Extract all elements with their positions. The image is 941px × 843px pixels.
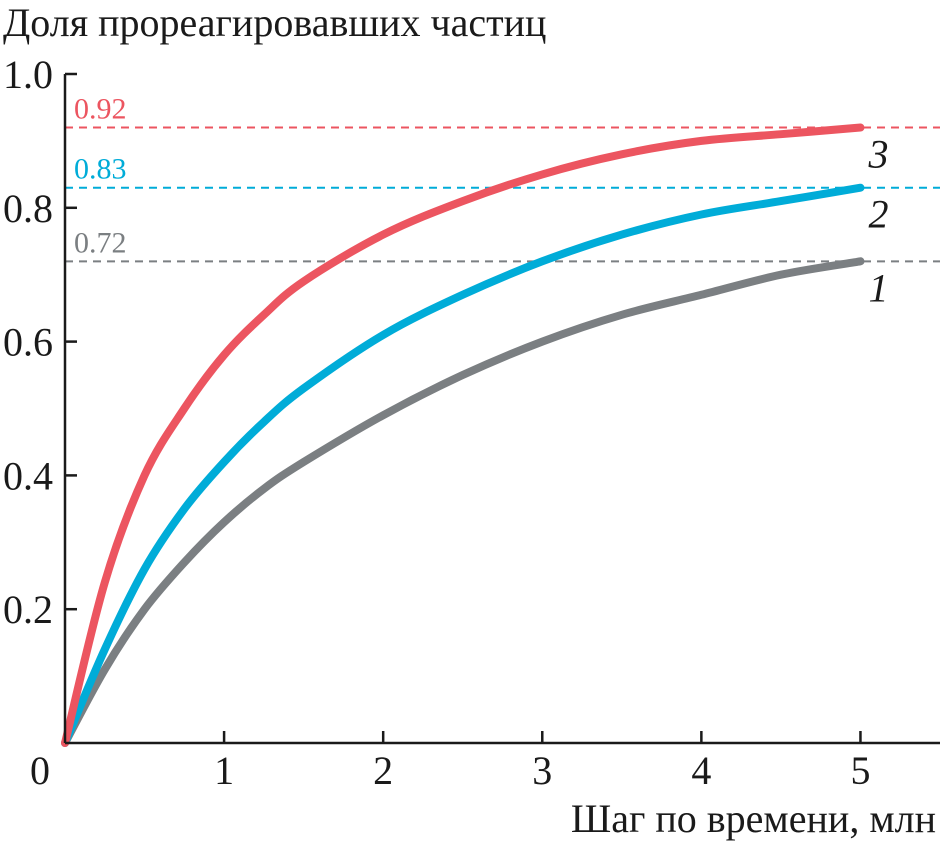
x-axis-ticks: 0 1 2 3 4 5 bbox=[30, 731, 870, 793]
y-tick-label: 0.4 bbox=[3, 453, 53, 498]
x-tick-label: 4 bbox=[691, 748, 711, 793]
x-tick-label: 3 bbox=[532, 748, 552, 793]
x-tick-label: 0 bbox=[30, 748, 50, 793]
series-line-3 bbox=[61, 123, 865, 747]
y-tick-label: 1.0 bbox=[3, 52, 53, 97]
x-tick-label: 5 bbox=[850, 748, 870, 793]
axes bbox=[63, 74, 940, 745]
x-tick-label: 1 bbox=[214, 748, 234, 793]
chart-title: Доля прореагировавших частиц bbox=[3, 0, 546, 45]
y-tick-label: 0.2 bbox=[3, 587, 53, 632]
y-tick-label: 0.6 bbox=[3, 320, 53, 365]
x-tick-label: 2 bbox=[373, 748, 393, 793]
reference-line-label: 0.72 bbox=[74, 226, 127, 259]
reference-line-label: 0.92 bbox=[74, 93, 127, 126]
y-axis-ticks: 0.2 0.4 0.6 0.8 1.0 bbox=[3, 52, 77, 632]
series-line-1 bbox=[61, 257, 865, 747]
series-lines bbox=[61, 123, 865, 747]
reference-line-label: 0.83 bbox=[74, 153, 127, 186]
series-label-3: 3 bbox=[867, 132, 888, 177]
reference-lines: 0.92 0.83 0.72 bbox=[65, 93, 940, 263]
x-axis-label: Шаг по времени, млн bbox=[571, 796, 936, 841]
series-label-2: 2 bbox=[868, 192, 888, 237]
series-labels: 1 2 3 bbox=[867, 132, 888, 311]
series-label-1: 1 bbox=[868, 265, 888, 310]
series-line-2 bbox=[61, 183, 865, 747]
y-tick-label: 0.8 bbox=[3, 186, 53, 231]
